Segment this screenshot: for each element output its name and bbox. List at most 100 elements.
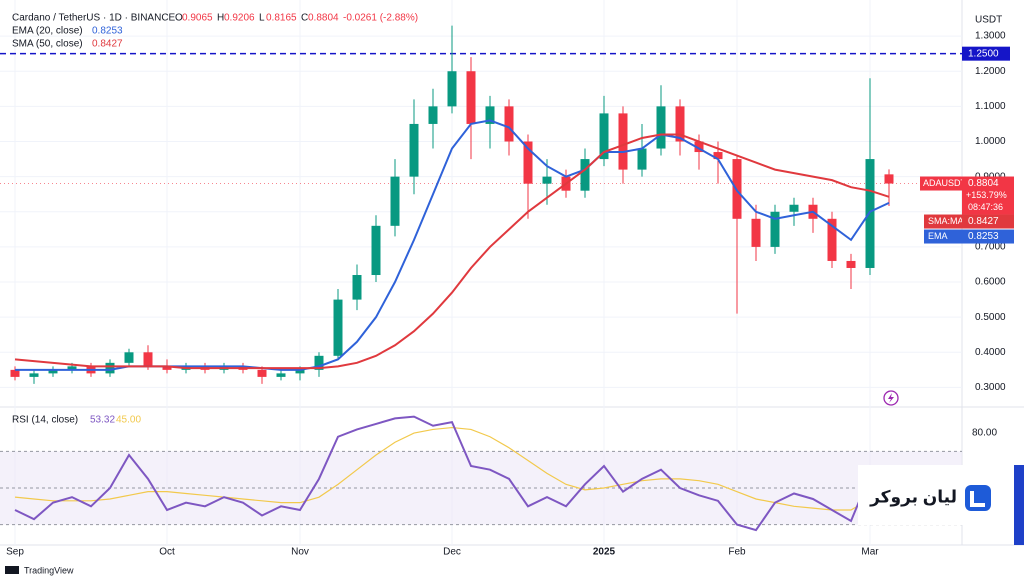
rsi-line bbox=[14, 426, 890, 511]
x-tick-label: Dec bbox=[443, 547, 461, 558]
legend-change: -0.0261 (-2.88%) bbox=[343, 13, 418, 24]
price-tag-change: +153.79% bbox=[966, 190, 1007, 200]
candle-body bbox=[409, 123, 419, 177]
series-tag-value: 0.8427 bbox=[968, 216, 999, 227]
legend-value: 0.8804 bbox=[308, 13, 339, 24]
y-tick-label: 0.3000 bbox=[975, 382, 1006, 393]
candle-body bbox=[333, 299, 343, 356]
marks bbox=[0, 25, 962, 532]
candle-body bbox=[751, 218, 761, 247]
candle-body bbox=[257, 369, 267, 377]
candle-body bbox=[124, 352, 134, 363]
broker-box bbox=[858, 465, 1024, 525]
legend-title: RSI (14, close) bbox=[12, 415, 78, 426]
candle-body bbox=[276, 373, 286, 377]
labels: 0.30000.40000.50000.60000.70000.80000.90… bbox=[6, 13, 1014, 558]
candle-body bbox=[504, 106, 514, 142]
candle-body bbox=[67, 366, 77, 370]
candle-body bbox=[314, 355, 324, 370]
series-tag-label: EMA bbox=[928, 231, 948, 241]
candle-body bbox=[827, 218, 837, 261]
legend-value: 0.8253 bbox=[92, 26, 123, 37]
candle-body bbox=[542, 176, 552, 184]
y-tick-label: 0.5000 bbox=[975, 312, 1006, 323]
y-tick-label: 0.7000 bbox=[975, 242, 1006, 253]
candle-body bbox=[447, 71, 457, 107]
legend-prefix: C bbox=[301, 13, 308, 24]
legend-value: 0.8427 bbox=[92, 39, 123, 50]
grid bbox=[0, 0, 962, 545]
alert-icon[interactable] bbox=[883, 390, 899, 406]
legend-prefix: H bbox=[217, 13, 224, 24]
symbol-tag-label: ADAUSDT bbox=[923, 178, 967, 188]
candle-body bbox=[580, 159, 590, 191]
series-tag-value-box bbox=[962, 229, 1014, 244]
y-tick-label: 0.4000 bbox=[975, 347, 1006, 358]
candle-body bbox=[466, 71, 476, 124]
candle-body bbox=[352, 275, 362, 300]
candle-body bbox=[656, 106, 666, 149]
candle-body bbox=[390, 176, 400, 226]
price-tag-countdown: 08:47:36 bbox=[968, 202, 1003, 212]
candle-body bbox=[48, 369, 58, 374]
legend-prefix: L bbox=[259, 13, 265, 24]
x-tick-label: Mar bbox=[861, 547, 879, 558]
broker-strip bbox=[1014, 465, 1024, 545]
x-tick-label: Sep bbox=[6, 547, 24, 558]
legend-value: 45.00 bbox=[116, 415, 141, 426]
legend-value: 0.9206 bbox=[224, 13, 255, 24]
x-tick-label: Feb bbox=[728, 547, 746, 558]
x-tick-label: 2025 bbox=[593, 547, 616, 558]
footer-logo bbox=[5, 566, 19, 574]
y-tick-label: 1.1000 bbox=[975, 101, 1006, 112]
candle-body bbox=[637, 148, 647, 170]
x-tick-label: Nov bbox=[291, 547, 309, 558]
footer: TradingView bbox=[24, 565, 74, 575]
series-tag-value: 0.8253 bbox=[968, 231, 999, 242]
x-tick-label: Oct bbox=[159, 547, 175, 558]
price-tag-value: 0.8804 bbox=[968, 178, 999, 189]
candle-body bbox=[105, 362, 115, 374]
broker-name: لیان بروکر bbox=[869, 487, 957, 507]
candle-body bbox=[675, 106, 685, 142]
legend-entry: SMA (50, close) bbox=[12, 39, 83, 50]
legend-value: 0.8165 bbox=[266, 13, 297, 24]
legend-value: 53.32 bbox=[90, 415, 115, 426]
y-tick-label: 0.6000 bbox=[975, 277, 1006, 288]
y-tick-label: 1.0000 bbox=[975, 136, 1006, 147]
candle-body bbox=[485, 106, 495, 124]
broker-logo-mark bbox=[970, 491, 985, 507]
candle-body bbox=[846, 260, 856, 268]
candle-body bbox=[789, 204, 799, 212]
y-tick-label: 1.3000 bbox=[975, 31, 1006, 42]
series-tag-value-box bbox=[962, 214, 1014, 229]
candle-body bbox=[618, 113, 628, 170]
candle-body bbox=[713, 152, 723, 160]
legend-prefix: O bbox=[175, 13, 183, 24]
price-tag bbox=[962, 176, 1014, 215]
legend-title: Cardano / TetherUS · 1D · BINANCE bbox=[12, 13, 176, 24]
candle-body bbox=[10, 369, 20, 377]
axis-unit: USDT bbox=[975, 15, 1002, 26]
candle-body bbox=[884, 174, 894, 184]
candle-body bbox=[162, 366, 172, 370]
candle-body bbox=[428, 106, 438, 124]
broker-logo bbox=[965, 485, 991, 511]
legend-value: 0.9065 bbox=[182, 13, 213, 24]
overlay-line bbox=[14, 133, 890, 370]
price-line-tag bbox=[962, 46, 1010, 61]
symbol-tag bbox=[920, 176, 962, 191]
candle-body bbox=[599, 113, 609, 160]
candle-body bbox=[770, 211, 780, 247]
candle-body bbox=[143, 352, 153, 367]
series-tag bbox=[924, 229, 962, 244]
candle-body bbox=[523, 141, 533, 184]
y-tick-label: 80.00 bbox=[972, 428, 997, 439]
series-tag bbox=[924, 214, 962, 229]
price-line-label: 1.2500 bbox=[968, 48, 999, 59]
series-tag-label: SMA:MA bbox=[928, 216, 964, 226]
y-tick-label: 1.2000 bbox=[975, 66, 1006, 77]
candle-body bbox=[694, 141, 704, 153]
rsi-line bbox=[14, 415, 890, 532]
